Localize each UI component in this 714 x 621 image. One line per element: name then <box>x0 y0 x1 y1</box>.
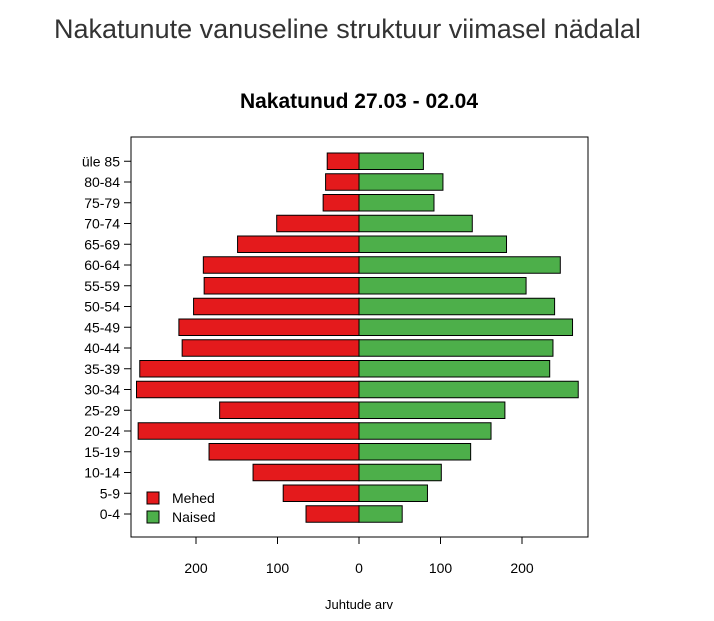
y-tick-label: 40-44 <box>84 340 120 356</box>
x-tick-label: 100 <box>429 560 453 576</box>
bar-female-35-39 <box>358 360 551 378</box>
y-tick-label: 75-79 <box>84 195 120 211</box>
y-tick-label: 35-39 <box>84 361 120 377</box>
bar-female-30-34 <box>358 380 579 399</box>
y-tick-label: 25-29 <box>84 402 120 418</box>
bar-female-5-9 <box>358 484 428 502</box>
x-tick-label: 0 <box>355 560 363 576</box>
bar-female-üle 85 <box>358 152 424 170</box>
bar-male-60-64 <box>202 256 360 274</box>
bar-female-55-59 <box>358 277 527 295</box>
legend: Mehed Naised <box>146 490 216 525</box>
legend-label-naised: Naised <box>172 509 216 525</box>
bar-female-70-74 <box>358 214 473 233</box>
y-tick-label: 20-24 <box>84 423 120 439</box>
y-tick-label: 5-9 <box>100 485 120 501</box>
y-tick-label: 15-19 <box>84 444 120 460</box>
legend-label-mehed: Mehed <box>172 490 215 506</box>
y-tick-label: 60-64 <box>84 257 120 273</box>
chart-title: Nakatunud 27.03 - 02.04 <box>240 90 478 113</box>
bar-female-10-14 <box>358 463 442 482</box>
bar-female-25-29 <box>358 401 506 419</box>
y-tick-label: 65-69 <box>84 236 120 252</box>
bar-male-20-24 <box>137 422 360 440</box>
bar-male-80-84 <box>325 173 360 191</box>
legend-swatch-mehed <box>146 491 160 505</box>
bar-female-80-84 <box>358 173 444 191</box>
x-tick-label: 100 <box>266 560 290 576</box>
bar-female-75-79 <box>358 194 435 212</box>
x-axis-label: Juhtude arv <box>325 597 393 612</box>
bar-female-65-69 <box>358 235 508 253</box>
y-tick-label: 50-54 <box>84 299 120 315</box>
bar-female-40-44 <box>358 339 554 357</box>
bar-male-40-44 <box>181 339 360 357</box>
bar-female-20-24 <box>358 422 492 440</box>
bar-male-0-4 <box>305 505 360 523</box>
bar-female-45-49 <box>358 318 574 336</box>
bar-male-5-9 <box>282 484 360 502</box>
y-axis: 0-4 5-9 10-14 15-19 20-24 25-29 30-34 35-39 40-4… <box>82 153 131 522</box>
bar-male-25-29 <box>219 401 360 419</box>
bar-male-70-74 <box>276 214 360 233</box>
bar-female-60-64 <box>358 256 561 274</box>
y-tick-label: 0-4 <box>100 506 120 522</box>
bar-male-50-54 <box>193 297 360 316</box>
bar-male-30-34 <box>136 380 360 399</box>
bar-male-10-14 <box>252 463 360 482</box>
y-tick-label: 55-59 <box>84 278 120 294</box>
legend-swatch-naised <box>146 510 160 524</box>
page-heading: Nakatunute vanuseline struktuur viimasel… <box>54 14 641 44</box>
bar-male-75-79 <box>322 194 360 212</box>
y-tick-label: 10-14 <box>84 465 120 481</box>
bar-male-45-49 <box>178 318 360 336</box>
y-tick-label: 45-49 <box>84 319 120 335</box>
bar-male-15-19 <box>208 443 360 461</box>
bar-female-15-19 <box>358 443 472 461</box>
bar-male-65-69 <box>237 235 360 253</box>
bar-female-0-4 <box>358 505 403 523</box>
x-axis: 200 100 0 100 200 <box>184 536 534 576</box>
bars-group <box>136 152 579 523</box>
x-tick-label: 200 <box>510 560 534 576</box>
x-tick-label: 200 <box>184 560 208 576</box>
bar-male-55-59 <box>203 277 360 295</box>
y-tick-label: 70-74 <box>84 216 120 232</box>
y-tick-label: üle 85 <box>82 153 120 169</box>
y-tick-label: 30-34 <box>84 382 120 398</box>
bar-female-50-54 <box>358 297 556 316</box>
y-tick-label: 80-84 <box>84 174 120 190</box>
bar-male-35-39 <box>139 360 360 378</box>
bar-male-üle 85 <box>326 152 360 170</box>
